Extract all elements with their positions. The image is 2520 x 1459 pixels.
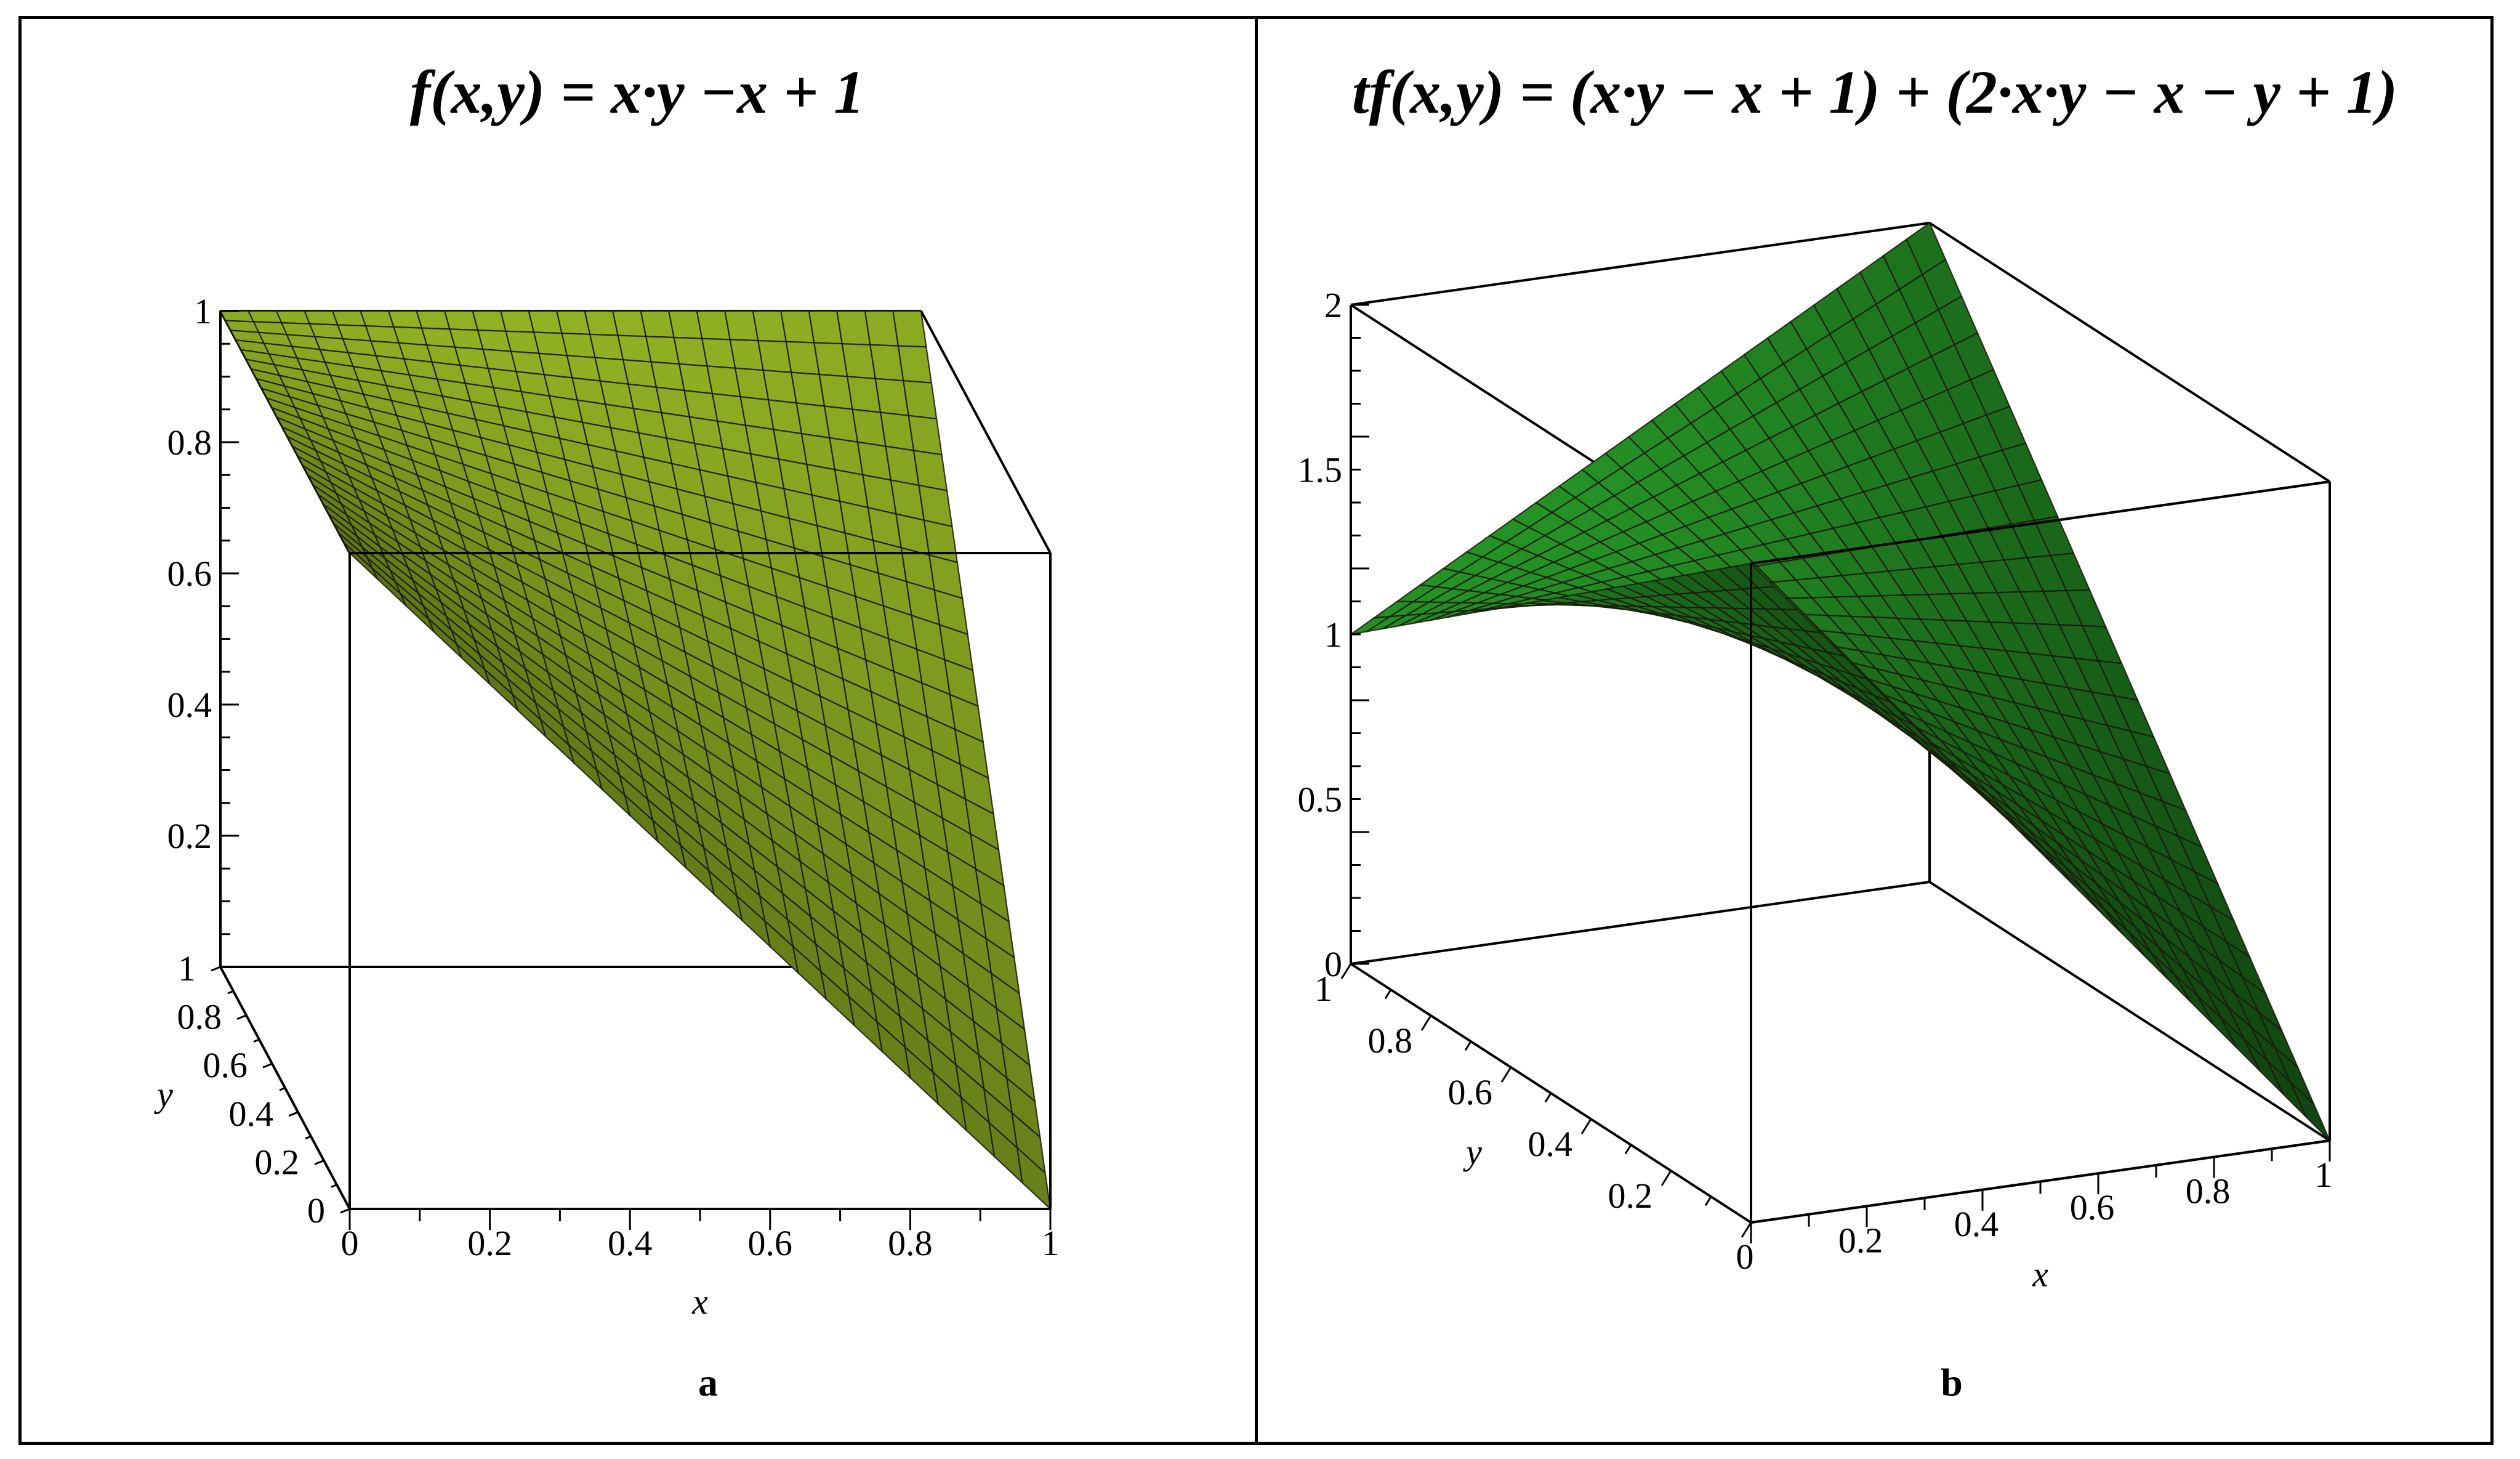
bounding-box-edge [1350,222,1930,306]
bounding-box-edge-front [1750,480,2330,565]
y-tick-mark [1384,989,1392,1000]
z-tick-label: 1 [194,291,212,331]
panel-a-label: a [698,1360,718,1404]
y-tick-label: 1 [1314,969,1332,1009]
surface-patch [908,414,943,456]
z-tick-label: 0.6 [167,554,212,594]
y-tick-mark [1464,1041,1472,1051]
x-tick-label: 0.8 [2186,1171,2231,1211]
bounding-box-edge [1350,881,1930,965]
z-tick-label: 0.8 [167,422,212,463]
y-tick-mark [305,1135,312,1140]
y-tick-mark [1420,1015,1432,1031]
bounding-box-edge [920,310,1052,554]
z-tick-label: 0.2 [167,816,212,856]
bounding-box-edge [1928,222,2331,483]
y-axis-label: y [154,1075,173,1115]
surface-patch [897,345,933,384]
y-tick-mark [1624,1144,1632,1155]
z-tick-label: 0 [1324,944,1342,984]
y-tick-mark [331,1184,337,1188]
y-tick-mark [1544,1093,1552,1103]
y-tick-label: 0.4 [229,1094,274,1134]
y-tick-label: 0.6 [1448,1072,1493,1112]
surface-mesh [1350,222,2331,1141]
y-tick-mark [279,1087,286,1091]
y-tick-mark [262,1062,273,1069]
y-tick-mark [340,1208,350,1214]
surface-patch [2290,1081,2331,1141]
y-tick-mark [1741,1222,1752,1238]
y-tick-label: 0.6 [203,1045,248,1085]
y-tick-mark [1340,963,1352,979]
panel-b-label: b [1941,1360,1963,1404]
x-axis-label: x [2032,1255,2048,1295]
y-tick-label: 1 [178,948,196,988]
y-tick-label: 0.4 [1528,1124,1573,1164]
y-tick-mark [314,1160,324,1165]
surface-patch [903,380,938,420]
z-tick-label: 1.5 [1298,450,1343,490]
bounding-box-edge-front [1750,1139,2330,1224]
y-tick-mark [1661,1170,1672,1186]
z-tick-label: 2 [1324,285,1342,325]
surface-patch [1016,1146,1052,1211]
z-tick-label: 1 [1324,615,1342,655]
z-tick-label: 0.5 [1298,780,1343,820]
y-tick-mark [227,990,234,995]
y-tick-mark [288,1111,299,1117]
y-tick-label: 0.8 [1368,1020,1413,1061]
x-tick-label: 0.6 [2070,1187,2115,1227]
y-axis-label: y [1463,1132,1482,1172]
surface-patch [912,450,948,491]
y-tick-label: 0.2 [255,1142,300,1182]
bounding-box-edge [1928,881,2331,1142]
y-tick-mark [1500,1067,1512,1083]
surface-plot-a: 0 0.2 0.4 0.6 0.8 1x00.20.40.60.81y0.20.40.60… [154,291,1059,1322]
surface-mesh [219,310,1052,1211]
x-tick-label: 0.4 [1954,1204,1999,1244]
y-tick-mark [1580,1118,1592,1134]
panel-b-title: tf(x,y) = (x·y − x + 1) + (2·x·y − x − y… [1351,58,2398,126]
x-axis-label: x [691,1282,708,1322]
y-tick-label: 0 [307,1190,325,1231]
y-tick-mark [211,966,221,972]
y-tick-mark [253,1038,260,1043]
y-tick-label: 0.2 [1608,1176,1653,1216]
surface-patch [892,310,927,348]
panel-a-title: f(x,y) = x·y −x + 1 [409,58,865,126]
panel-divider [1255,16,1258,1445]
y-tick-label: 0.8 [177,997,222,1037]
z-tick-label: 0.4 [167,685,212,725]
x-tick-label: 0.2 [1838,1220,1883,1260]
y-tick-mark [1704,1196,1712,1206]
y-tick-mark [236,1014,247,1020]
